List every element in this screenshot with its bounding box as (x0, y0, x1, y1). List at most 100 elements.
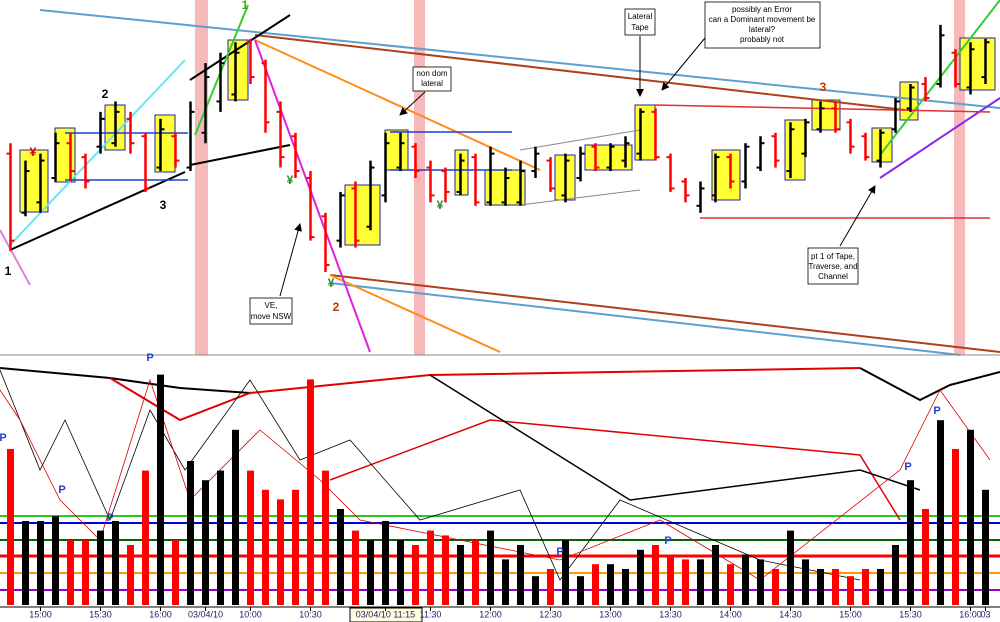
marker: ¥ (30, 145, 37, 159)
note: Lateral Tape (624, 8, 656, 97)
volume-bar (367, 540, 374, 605)
volume-bar (37, 521, 44, 605)
volume-bar (217, 470, 224, 605)
volume-bar (877, 569, 884, 605)
p-marker: P (933, 405, 940, 417)
x-tick-label: 13:00 (599, 609, 622, 619)
volume-bar (67, 540, 74, 605)
wave-label: 1 (242, 0, 249, 12)
note: possibly an Error can a Dominant movemen… (661, 1, 821, 91)
p-marker: P (146, 352, 153, 364)
volume-bar (967, 429, 974, 605)
volume-bar (547, 569, 554, 605)
x-tick-label: 14:00 (719, 609, 742, 619)
note-text: move NSW (251, 312, 292, 321)
volume-bar (502, 559, 509, 605)
volume-bar (802, 559, 809, 605)
volume-bar (652, 545, 659, 605)
volume-bar (472, 540, 479, 605)
wave-label: 2 (102, 87, 109, 101)
note: non dom lateral (399, 66, 452, 116)
volume-bar (832, 569, 839, 605)
x-tick-label: 10:00 (239, 609, 262, 619)
volume-levels (0, 515, 1000, 591)
volume-bar (727, 564, 734, 605)
x-tick-label: 15:00 (839, 609, 862, 619)
marker: ¥ (437, 198, 444, 212)
note-text: lateral? (749, 25, 776, 34)
volume-bar (412, 545, 419, 605)
volume-bar (277, 499, 284, 605)
volume-bar (187, 461, 194, 605)
volume-bar (712, 545, 719, 605)
volume-bar (487, 530, 494, 605)
note-text: Lateral (628, 12, 653, 21)
note: VE, move NSW (249, 223, 302, 325)
note-text: possibly an Error (732, 5, 792, 14)
volume-bar (307, 379, 314, 605)
volume-bar (82, 540, 89, 605)
volume-bar (937, 420, 944, 605)
note: pt 1 of Tape, Traverse, and Channel (807, 185, 876, 285)
volume-bar (862, 569, 869, 605)
bars-layer: 15:00 15:30 16:00 03/04/10 10:00 10:30 03/04/1… (6, 24, 991, 619)
volume-bar (22, 521, 29, 605)
marker: ¥ (287, 173, 294, 187)
x-tick-label: 03/04/10 11:15 (356, 609, 415, 619)
volume-bar (427, 530, 434, 605)
x-tick-label: 15:00 (29, 609, 52, 619)
volume-bar (562, 540, 569, 605)
volume-bar (682, 559, 689, 605)
volume-bar (787, 530, 794, 605)
p-marker: P (0, 432, 7, 444)
x-tick-label: 11:30 (420, 609, 442, 619)
volume-bar (352, 530, 359, 605)
volume-bar (262, 489, 269, 605)
note-text: Traverse, and (808, 262, 857, 271)
volume-bar (637, 549, 644, 605)
x-tick-label: 16:00 (149, 609, 172, 619)
volume-bar (592, 564, 599, 605)
note-text: Tape (631, 23, 649, 32)
volume-overlay (0, 367, 1000, 581)
wave-label: 3 (160, 198, 167, 212)
volume-bar (202, 480, 209, 605)
x-tick-label: 15:30 (899, 609, 922, 619)
volume-bar (742, 554, 749, 605)
p-marker: P (664, 535, 671, 547)
volume-bar (172, 540, 179, 605)
note-text: Channel (818, 272, 848, 281)
volume-bar (622, 569, 629, 605)
volume-bar (697, 559, 704, 605)
volume-bar (232, 429, 239, 605)
volume-bar (7, 449, 14, 605)
volume-bar (97, 530, 104, 605)
x-tick-label: 10:30 (299, 609, 322, 619)
volume-bar (772, 569, 779, 605)
volume-bar (607, 564, 614, 605)
volume-bar (922, 509, 929, 605)
volume-bar (892, 545, 899, 605)
volume-bar (322, 470, 329, 605)
volume-bar (337, 509, 344, 605)
note-text: probably not (740, 35, 785, 44)
x-tick-label: 15:30 (89, 609, 112, 619)
wave-label: 3 (820, 80, 827, 94)
volume-bar (112, 521, 119, 605)
volume-bar (577, 576, 584, 605)
x-tick-label: 03/04/10 (188, 609, 223, 619)
volume-bar (247, 470, 254, 605)
x-tick-label: 03 (980, 609, 990, 619)
x-tick-label: 16:00 (959, 609, 982, 619)
volume-bar (907, 480, 914, 605)
volume-bar (382, 521, 389, 605)
volume-bar (667, 554, 674, 605)
volume-bar (817, 569, 824, 605)
x-tick-label: 12:30 (539, 609, 562, 619)
volume-bar (292, 489, 299, 605)
volume-bar (397, 540, 404, 605)
x-tick-label: 14:30 (779, 609, 802, 619)
volume-bar (52, 516, 59, 605)
p-marker: P (106, 512, 113, 524)
